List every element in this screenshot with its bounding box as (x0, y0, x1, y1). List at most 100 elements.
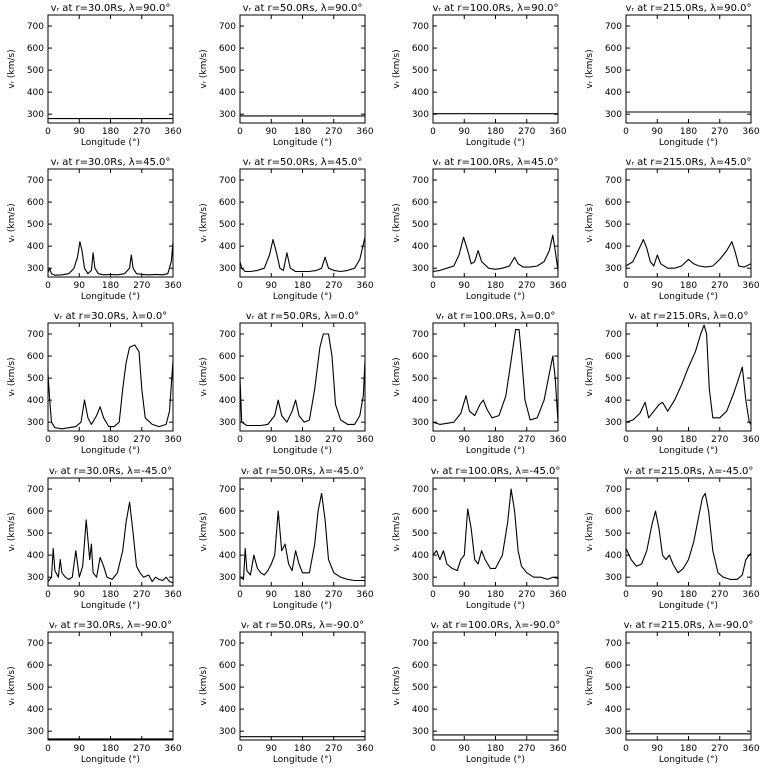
y-tick-label: 700 (605, 330, 622, 340)
x-tick-label: 180 (294, 127, 311, 137)
panel-4-2: vᵣ at r=100.0Rs, λ=-90.0° 0 90 180 270 360 300… (392, 620, 567, 765)
x-axis-label: Longitude (°) (466, 601, 525, 611)
y-axis-label: vᵣ (km/s) (7, 203, 17, 242)
y-axis-label: vᵣ (km/s) (7, 357, 17, 396)
plot-frame (47, 477, 174, 587)
y-tick-label: 400 (219, 396, 236, 406)
plot-frame (432, 322, 559, 432)
x-axis-label: Longitude (°) (273, 138, 332, 148)
y-tick-label: 300 (27, 110, 44, 120)
x-tick-label: 0 (237, 590, 243, 600)
x-tick-label: 180 (487, 744, 504, 754)
x-tick-label: 270 (325, 744, 342, 754)
x-axis-label: Longitude (°) (466, 292, 525, 302)
y-tick-label: 300 (605, 727, 622, 737)
x-tick-label: 180 (102, 127, 119, 137)
y-tick-label: 600 (412, 44, 429, 54)
x-axis-label: Longitude (°) (81, 292, 140, 302)
y-tick-label: 700 (27, 22, 44, 32)
x-tick-label: 180 (680, 281, 697, 291)
y-tick-label: 600 (219, 661, 236, 671)
panel-title: vᵣ at r=100.0Rs, λ=0.0° (436, 311, 556, 322)
x-tick-label: 180 (102, 281, 119, 291)
series-line (239, 333, 366, 427)
x-tick-label: 270 (711, 744, 728, 754)
x-tick-label: 90 (459, 590, 471, 600)
x-tick-label: 0 (45, 744, 51, 754)
y-tick-label: 600 (605, 352, 622, 362)
plot-frame (47, 14, 174, 124)
panel-title: vᵣ at r=215.0Rs, λ=-90.0° (624, 620, 754, 631)
series-line (239, 492, 365, 582)
x-tick-label: 0 (623, 127, 629, 137)
y-axis-label: vᵣ (km/s) (585, 49, 595, 88)
y-tick-label: 300 (219, 110, 236, 120)
y-tick-label: 700 (412, 485, 429, 495)
panel-4-1: vᵣ at r=50.0Rs, λ=-90.0° 0 90 180 270 360 300 4… (199, 620, 374, 765)
series-line (432, 329, 559, 425)
y-tick-label: 300 (219, 264, 236, 274)
y-axis-label: vᵣ (km/s) (585, 512, 595, 551)
y-tick-label: 300 (27, 418, 44, 428)
x-tick-label: 0 (430, 127, 436, 137)
x-tick-label: 90 (74, 281, 86, 291)
y-tick-label: 600 (27, 44, 44, 54)
x-tick-label: 0 (430, 435, 436, 445)
x-tick-label: 360 (742, 127, 759, 137)
y-tick-label: 300 (605, 264, 622, 274)
y-axis-label: vᵣ (km/s) (7, 49, 17, 88)
y-tick-label: 300 (412, 418, 429, 428)
panel-title: vᵣ at r=50.0Rs, λ=-90.0° (241, 620, 364, 631)
x-tick-label: 90 (652, 435, 664, 445)
x-tick-label: 90 (266, 281, 278, 291)
x-tick-label: 180 (102, 590, 119, 600)
y-tick-label: 600 (412, 198, 429, 208)
y-tick-label: 500 (412, 66, 429, 76)
x-tick-label: 180 (487, 127, 504, 137)
x-tick-label: 0 (430, 281, 436, 291)
x-tick-label: 90 (459, 435, 471, 445)
x-tick-label: 360 (742, 590, 759, 600)
x-tick-label: 180 (294, 281, 311, 291)
x-tick-label: 90 (652, 590, 664, 600)
x-tick-label: 90 (266, 590, 278, 600)
y-tick-label: 300 (219, 418, 236, 428)
y-tick-label: 300 (605, 418, 622, 428)
panel-title: vᵣ at r=30.0Rs, λ=0.0° (54, 311, 167, 322)
y-tick-label: 500 (27, 66, 44, 76)
series-line (47, 241, 174, 276)
y-tick-label: 500 (27, 220, 44, 230)
y-tick-label: 600 (27, 661, 44, 671)
y-tick-label: 400 (27, 88, 44, 98)
y-tick-label: 600 (605, 507, 622, 517)
y-tick-label: 600 (605, 661, 622, 671)
x-tick-label: 0 (623, 744, 629, 754)
series-line (625, 238, 752, 269)
plot-frame (47, 631, 174, 741)
y-tick-label: 500 (219, 529, 236, 539)
y-tick-label: 700 (27, 330, 44, 340)
y-tick-label: 500 (412, 220, 429, 230)
plot-frame (432, 14, 559, 124)
series-line (239, 237, 366, 273)
y-tick-label: 700 (219, 639, 236, 649)
x-tick-label: 270 (518, 590, 535, 600)
y-axis-label: vᵣ (km/s) (392, 203, 402, 242)
x-tick-label: 180 (487, 281, 504, 291)
x-tick-label: 0 (45, 435, 51, 445)
x-tick-label: 180 (680, 744, 697, 754)
y-tick-label: 700 (412, 22, 429, 32)
y-tick-label: 300 (412, 727, 429, 737)
panel-title: vᵣ at r=215.0Rs, λ=-45.0° (624, 466, 754, 477)
y-axis-label: vᵣ (km/s) (585, 357, 595, 396)
y-tick-label: 500 (605, 529, 622, 539)
y-tick-label: 300 (219, 727, 236, 737)
x-tick-label: 0 (623, 435, 629, 445)
y-axis-label: vᵣ (km/s) (585, 666, 595, 705)
y-tick-label: 700 (27, 639, 44, 649)
x-tick-label: 0 (237, 127, 243, 137)
y-tick-label: 300 (219, 573, 236, 583)
x-tick-label: 360 (164, 744, 181, 754)
y-tick-label: 700 (605, 485, 622, 495)
